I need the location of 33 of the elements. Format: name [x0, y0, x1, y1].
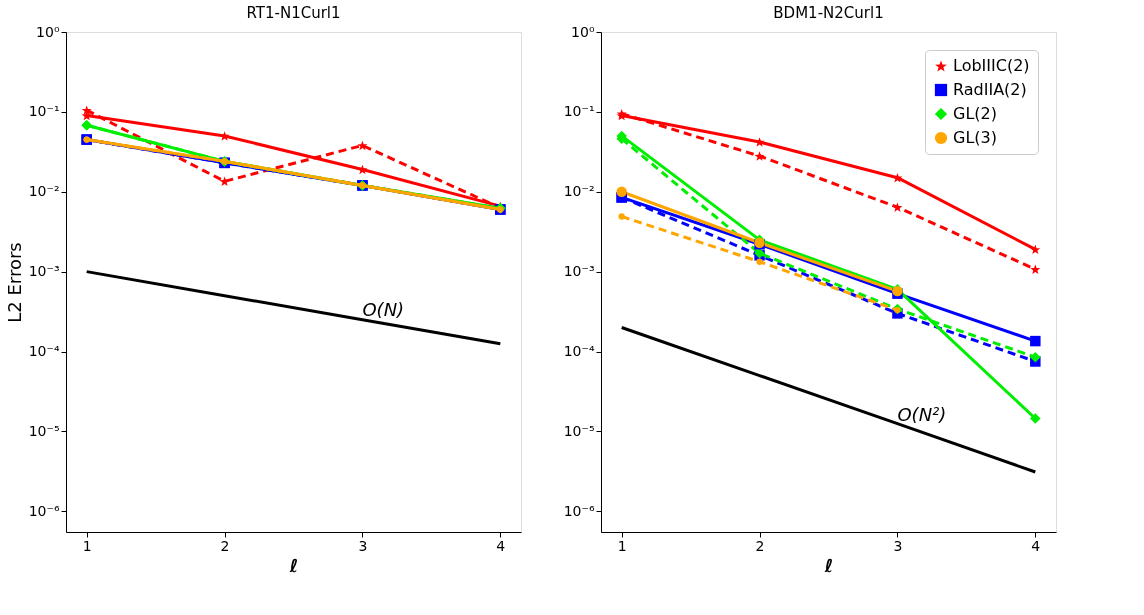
y-tick-label: 10⁻⁵ [563, 422, 595, 439]
y-tick-label: 10⁻⁶ [563, 502, 595, 519]
y-tick-label: 10⁻³ [563, 263, 595, 280]
y-tick-label: 10⁻¹ [563, 103, 595, 120]
x-tick-label: 4 [496, 537, 506, 554]
x-tick-label: 1 [82, 537, 92, 554]
x-tick-label: 1 [617, 537, 627, 554]
y-tick-label: 10⁻¹ [28, 103, 60, 120]
annotation: O(N) [362, 298, 405, 320]
y-tick-label: 10⁻² [563, 183, 595, 200]
x-tick-label: 4 [1031, 537, 1041, 554]
annotation: O(N²) [897, 404, 947, 426]
legend-label: GL(2) [953, 104, 997, 123]
y-tick-label: 10⁻⁵ [28, 422, 60, 439]
x-tick-label: 2 [220, 537, 230, 554]
y-axis-title: L2 Errors [3, 242, 25, 323]
x-axis-title: ℓ [823, 554, 834, 576]
legend-label: RadIIA(2) [953, 80, 1027, 99]
y-tick-label: 10⁻⁶ [28, 502, 60, 519]
chart-title: BDM1-N2Curl1 [773, 4, 884, 22]
x-tick-label: 3 [358, 537, 368, 554]
legend-label: LobIIIC(2) [953, 56, 1030, 75]
y-tick-label: 10⁻³ [28, 263, 60, 280]
y-tick-label: 10⁰ [571, 23, 595, 40]
x-tick-label: 2 [755, 537, 765, 554]
x-tick-label: 3 [893, 537, 903, 554]
legend-label: GL(3) [953, 128, 997, 147]
chart-title: RT1-N1Curl1 [246, 4, 341, 22]
y-tick-label: 10⁻⁴ [28, 343, 60, 360]
y-tick-label: 10⁻² [28, 183, 60, 200]
y-tick-label: 10⁻⁴ [563, 343, 595, 360]
x-axis-title: ℓ [288, 554, 299, 576]
y-tick-label: 10⁰ [36, 23, 60, 40]
